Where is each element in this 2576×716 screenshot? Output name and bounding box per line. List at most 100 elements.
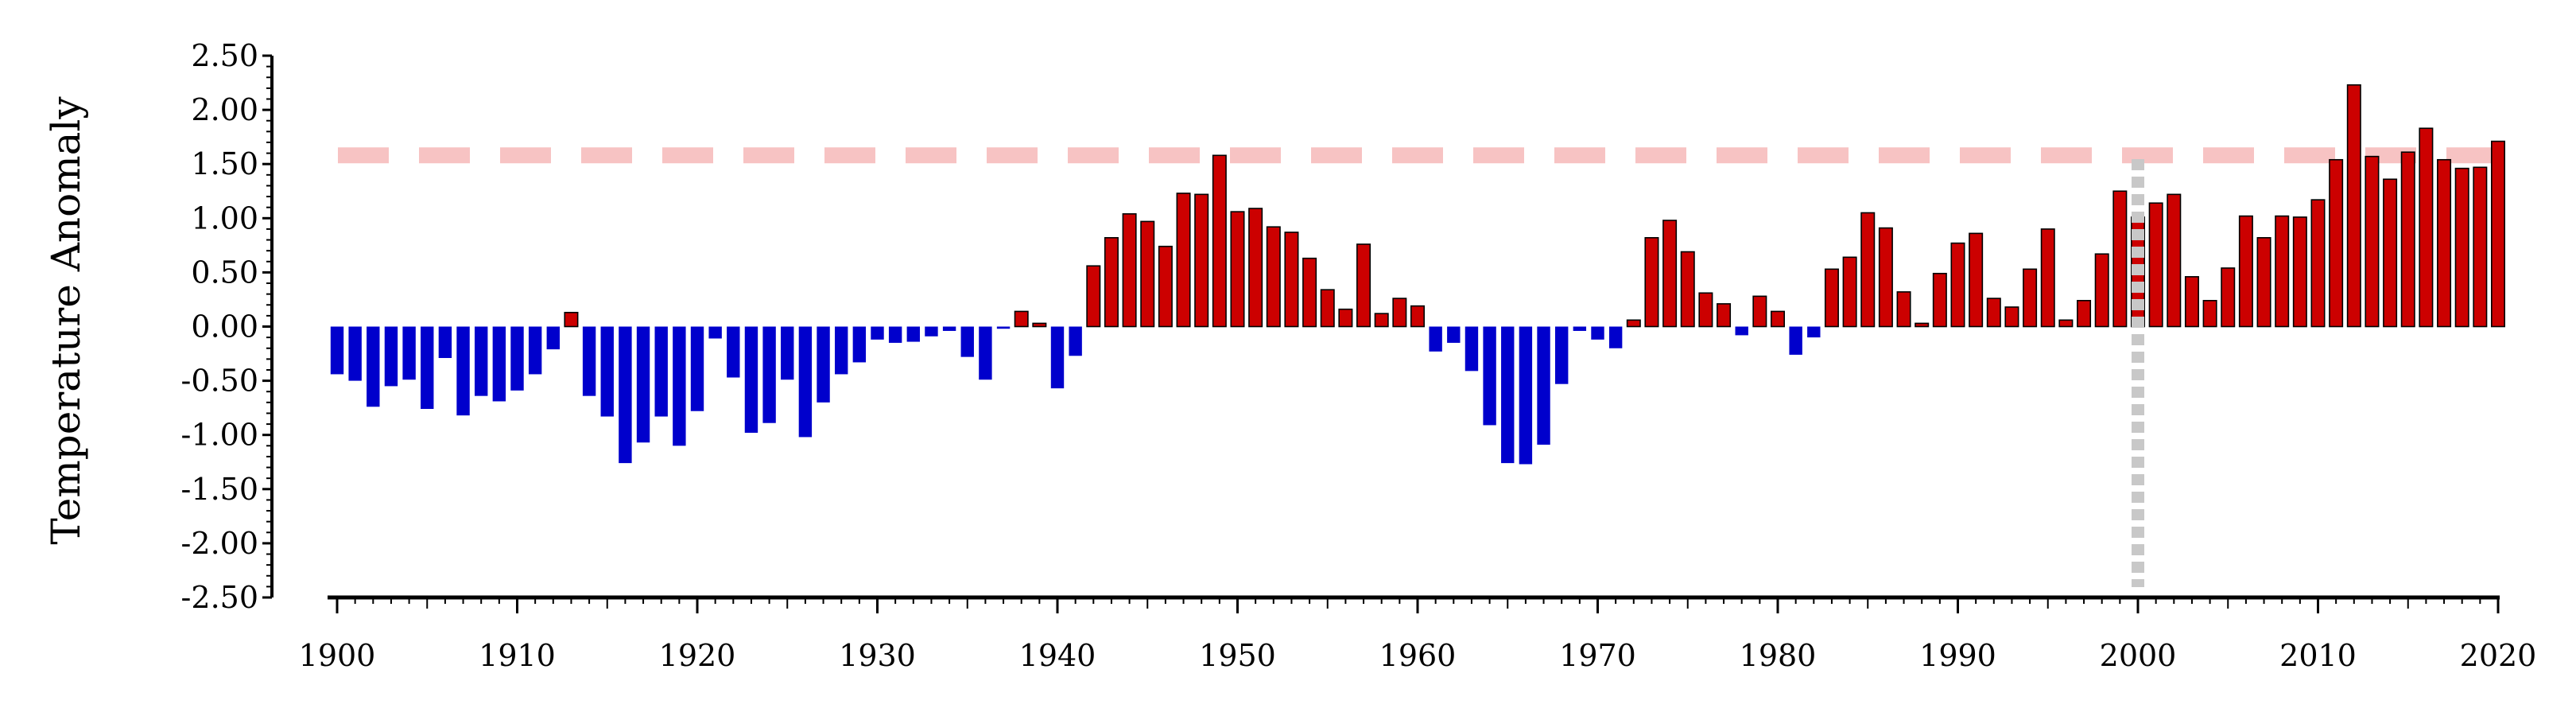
bar-1903 — [384, 326, 398, 387]
x-tick-label: 1970 — [1559, 638, 1636, 673]
bar-2020 — [2491, 140, 2506, 328]
bar-1986 — [1878, 227, 1893, 328]
bar-1958 — [1374, 313, 1389, 328]
x-tick-label: 1930 — [839, 638, 916, 673]
bar-1911 — [528, 326, 542, 375]
bar-1912 — [546, 326, 560, 350]
bar-1907 — [456, 326, 470, 416]
bar-1975 — [1680, 251, 1695, 328]
bar-1906 — [438, 326, 452, 358]
bar-1939 — [1032, 322, 1047, 328]
bar-1997 — [2077, 300, 2092, 328]
bar-1918 — [654, 326, 668, 417]
bar-1972 — [1626, 319, 1641, 328]
bar-1998 — [2094, 253, 2109, 328]
bar-2019 — [2473, 166, 2488, 328]
bar-1980 — [1771, 310, 1786, 328]
bar-1900 — [330, 326, 344, 375]
bar-1916 — [619, 326, 632, 464]
bar-2013 — [2365, 155, 2380, 328]
bar-1909 — [492, 326, 506, 402]
bar-1950 — [1230, 211, 1245, 328]
bar-1905 — [421, 326, 434, 410]
bar-1984 — [1842, 256, 1857, 328]
bar-1926 — [798, 326, 813, 438]
y-tick-label: 0.50 — [191, 255, 258, 290]
bar-1920 — [690, 326, 704, 411]
bar-1999 — [2112, 190, 2128, 328]
bar-2008 — [2275, 215, 2290, 328]
bar-1913 — [564, 311, 579, 328]
x-tick-label: 1940 — [1019, 638, 1096, 673]
x-tick-label: 1920 — [659, 638, 736, 673]
bar-1910 — [510, 326, 524, 391]
bar-1977 — [1717, 303, 1732, 328]
bar-2005 — [2221, 267, 2236, 328]
x-tick-label: 1900 — [299, 638, 376, 673]
y-tick-label: 1.00 — [191, 200, 258, 235]
bar-1976 — [1698, 292, 1713, 328]
bar-1932 — [906, 326, 920, 342]
bar-1921 — [708, 326, 722, 339]
bar-1994 — [2023, 268, 2038, 328]
x-tick-label: 2000 — [2100, 638, 2177, 673]
bar-1979 — [1752, 295, 1767, 328]
bar-1963 — [1465, 326, 1479, 372]
bar-1973 — [1644, 237, 1659, 328]
bar-1946 — [1158, 245, 1173, 328]
x-axis: 1900 1910 1920 1930 1940 1950 1960 1970 1980 1990… — [299, 595, 2536, 673]
bar-1915 — [600, 326, 614, 417]
bar-1923 — [744, 326, 758, 433]
bar-2006 — [2238, 215, 2253, 328]
bar-2015 — [2400, 151, 2415, 328]
bar-1935 — [960, 326, 974, 357]
y-tick-label: -0.50 — [181, 364, 258, 399]
y-tick-label: -1.00 — [181, 418, 258, 453]
bar-1990 — [1950, 242, 1965, 328]
bar-1996 — [2058, 319, 2074, 328]
x-tick-label: 1990 — [1919, 638, 1996, 673]
bar-1945 — [1140, 220, 1155, 328]
bar-1930 — [871, 326, 884, 340]
y-tick-label: 1.50 — [191, 146, 258, 181]
bar-1953 — [1284, 232, 1299, 328]
y-tick-label: -2.00 — [181, 526, 258, 561]
bar-1931 — [888, 326, 902, 343]
bar-1914 — [582, 326, 596, 396]
bar-1933 — [925, 326, 938, 337]
bar-1991 — [1969, 232, 1984, 328]
bar-2017 — [2437, 158, 2452, 328]
bar-1989 — [1932, 272, 1947, 328]
y-tick-label: -1.50 — [181, 472, 258, 507]
bar-1947 — [1176, 193, 1191, 328]
bar-1925 — [781, 326, 794, 380]
bar-1922 — [727, 326, 740, 378]
y-tick-label: 2.50 — [191, 38, 258, 73]
bar-2003 — [2184, 276, 2199, 328]
bar-1978 — [1735, 326, 1748, 336]
x-tick-label: 1950 — [1199, 638, 1276, 673]
bar-1960 — [1410, 305, 1426, 328]
bar-1987 — [1896, 291, 1911, 328]
bar-1924 — [762, 326, 776, 423]
bar-2016 — [2419, 127, 2434, 328]
bar-1966 — [1519, 326, 1533, 465]
bar-1970 — [1591, 326, 1604, 340]
bar-1942 — [1086, 265, 1101, 328]
bar-1951 — [1248, 208, 1263, 328]
y-tick-label: 0.00 — [191, 309, 258, 344]
bar-2010 — [2310, 199, 2326, 328]
bar-1940 — [1050, 326, 1065, 389]
bar-1981 — [1789, 326, 1802, 355]
bar-1917 — [636, 326, 650, 443]
bar-1957 — [1356, 243, 1371, 328]
bar-1983 — [1824, 268, 1839, 328]
bar-2014 — [2383, 178, 2398, 328]
bar-1949 — [1212, 154, 1227, 328]
bar-1967 — [1537, 326, 1550, 445]
bar-2007 — [2256, 237, 2271, 328]
bar-1956 — [1338, 308, 1353, 328]
bar-1969 — [1573, 326, 1587, 331]
y-axis: 2.50 2.00 1.50 1.00 0.50 0.00 -0.50 -1.00 -1.50 -… — [181, 38, 274, 615]
